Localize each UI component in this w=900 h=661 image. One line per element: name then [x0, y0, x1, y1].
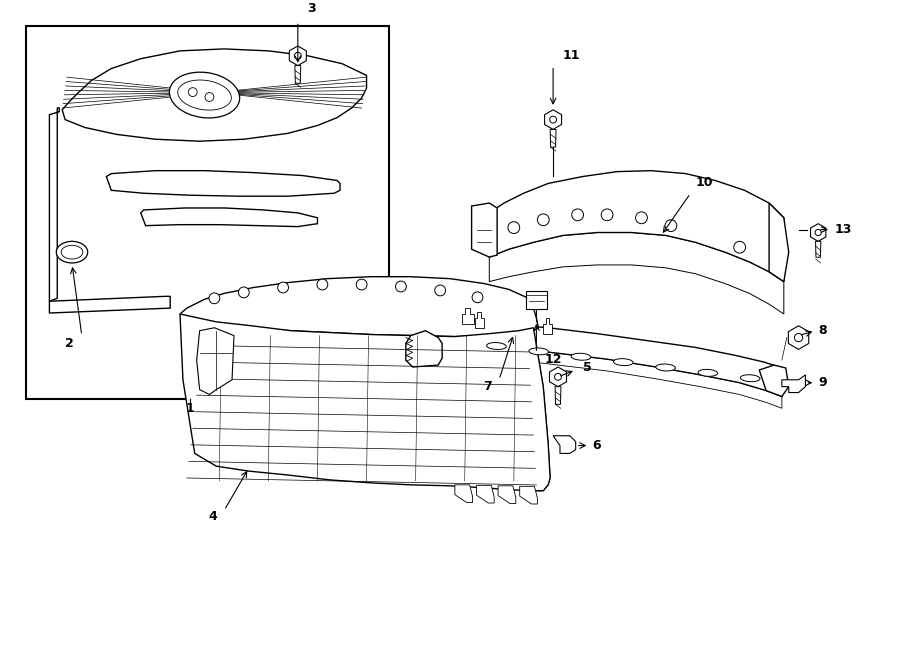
- Circle shape: [508, 221, 519, 233]
- Circle shape: [665, 219, 677, 231]
- Text: 3: 3: [308, 1, 316, 15]
- Circle shape: [238, 287, 249, 298]
- Polygon shape: [50, 296, 170, 313]
- Text: 5: 5: [582, 360, 591, 373]
- Circle shape: [317, 279, 328, 290]
- Polygon shape: [811, 223, 826, 241]
- Ellipse shape: [741, 375, 760, 381]
- Polygon shape: [106, 171, 340, 196]
- Circle shape: [395, 281, 406, 292]
- Text: 2: 2: [65, 337, 74, 350]
- Polygon shape: [406, 330, 442, 367]
- Polygon shape: [554, 436, 576, 453]
- Circle shape: [550, 116, 556, 123]
- Polygon shape: [760, 365, 788, 397]
- Circle shape: [734, 241, 745, 253]
- Text: 10: 10: [696, 176, 713, 189]
- Circle shape: [188, 88, 197, 97]
- Polygon shape: [180, 314, 550, 490]
- Polygon shape: [474, 312, 484, 328]
- Circle shape: [356, 279, 367, 290]
- Text: 6: 6: [592, 439, 601, 452]
- Circle shape: [815, 229, 822, 235]
- Polygon shape: [426, 336, 782, 408]
- Polygon shape: [295, 65, 301, 83]
- Polygon shape: [550, 130, 556, 147]
- Text: 7: 7: [483, 379, 491, 393]
- Polygon shape: [490, 233, 784, 314]
- Polygon shape: [476, 485, 494, 503]
- Polygon shape: [498, 486, 516, 504]
- Polygon shape: [782, 375, 806, 393]
- Circle shape: [537, 214, 549, 225]
- Polygon shape: [462, 308, 473, 324]
- Polygon shape: [519, 486, 537, 504]
- Polygon shape: [555, 387, 561, 405]
- Circle shape: [472, 292, 483, 303]
- Polygon shape: [140, 208, 318, 227]
- Polygon shape: [544, 318, 552, 334]
- Text: 9: 9: [818, 376, 827, 389]
- Text: 1: 1: [185, 402, 194, 415]
- Text: 4: 4: [208, 510, 217, 524]
- Circle shape: [554, 373, 562, 380]
- Polygon shape: [472, 203, 497, 257]
- Polygon shape: [62, 49, 366, 141]
- Ellipse shape: [487, 342, 506, 350]
- Polygon shape: [815, 241, 821, 257]
- Ellipse shape: [529, 348, 548, 355]
- Ellipse shape: [57, 241, 87, 263]
- Polygon shape: [526, 292, 547, 309]
- Bar: [26, 26, 389, 399]
- Polygon shape: [518, 328, 550, 490]
- Polygon shape: [289, 46, 306, 65]
- Circle shape: [601, 209, 613, 221]
- Ellipse shape: [614, 359, 633, 366]
- Polygon shape: [197, 328, 234, 395]
- Polygon shape: [550, 367, 566, 387]
- Ellipse shape: [698, 369, 717, 376]
- Text: 12: 12: [544, 353, 562, 366]
- Circle shape: [205, 93, 214, 101]
- Circle shape: [278, 282, 289, 293]
- Text: 13: 13: [835, 223, 852, 236]
- Polygon shape: [490, 171, 784, 282]
- Ellipse shape: [572, 353, 590, 360]
- Polygon shape: [180, 277, 538, 336]
- Ellipse shape: [169, 72, 239, 118]
- Circle shape: [635, 212, 647, 223]
- Circle shape: [294, 52, 302, 59]
- Polygon shape: [788, 326, 809, 350]
- Text: 8: 8: [818, 324, 827, 337]
- Ellipse shape: [656, 364, 675, 371]
- Polygon shape: [426, 306, 782, 397]
- Text: 11: 11: [562, 49, 580, 61]
- Polygon shape: [454, 485, 472, 502]
- Circle shape: [572, 209, 583, 221]
- Circle shape: [795, 333, 803, 342]
- Circle shape: [209, 293, 220, 303]
- Polygon shape: [544, 110, 562, 130]
- Polygon shape: [770, 203, 788, 282]
- Circle shape: [435, 285, 446, 296]
- Polygon shape: [50, 108, 59, 301]
